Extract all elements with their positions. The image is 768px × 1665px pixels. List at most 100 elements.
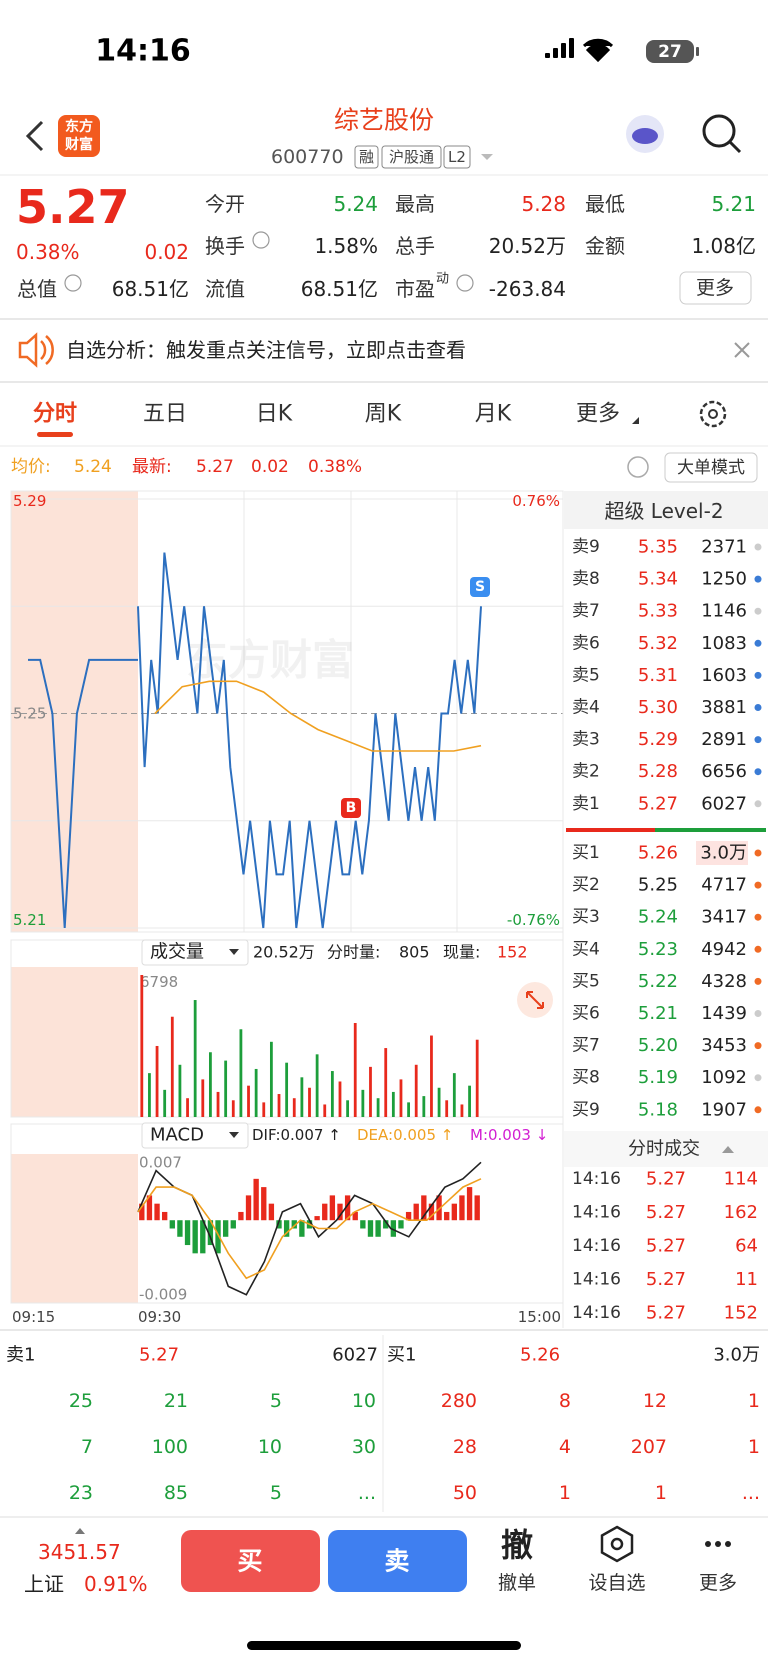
order-volume: 1439 bbox=[701, 1003, 747, 1024]
queue-order: 28 bbox=[453, 1436, 477, 1458]
order-level: 买2 bbox=[572, 875, 600, 895]
tab[interactable]: 更多 bbox=[576, 402, 620, 427]
trade-marker-label: S bbox=[475, 579, 485, 595]
trade-time: 14:16 bbox=[572, 1303, 621, 1323]
mode-button-text[interactable]: 大单模式 bbox=[677, 458, 745, 478]
tab-underline bbox=[37, 432, 73, 437]
notice-text[interactable]: 自选分析：触发重点关注信号，立即点击查看 bbox=[66, 338, 466, 362]
queue-order: 1 bbox=[559, 1482, 571, 1504]
indicator-select[interactable] bbox=[141, 1122, 249, 1149]
volume-bar bbox=[224, 1060, 228, 1117]
stat-label: 流值 bbox=[205, 277, 245, 301]
tab[interactable]: 月K bbox=[475, 402, 512, 427]
settings-icon[interactable] bbox=[699, 400, 727, 428]
volume-bar bbox=[148, 1073, 151, 1117]
more-button[interactable] bbox=[679, 271, 752, 305]
order-price: 5.25 bbox=[638, 875, 678, 896]
volume-bar bbox=[277, 1094, 281, 1117]
stat-label: 换手 bbox=[205, 234, 245, 258]
order-price: 5.29 bbox=[638, 729, 678, 750]
order-level: 卖5 bbox=[572, 665, 600, 685]
tab[interactable]: 分时 bbox=[33, 402, 77, 427]
mode-button[interactable] bbox=[664, 452, 758, 483]
queue-price: 5.27 bbox=[139, 1345, 179, 1366]
watch-text[interactable]: 设自选 bbox=[588, 1572, 645, 1594]
signal-bar bbox=[561, 43, 566, 58]
buy-button-text[interactable]: 买 bbox=[237, 1547, 262, 1576]
index-value[interactable]: 3451.57 bbox=[38, 1540, 121, 1564]
logo-text: 东方 bbox=[65, 118, 93, 135]
cancel-icon[interactable]: 撤 bbox=[501, 1526, 533, 1564]
more-text[interactable]: 更多 bbox=[699, 1572, 737, 1594]
last-change: 0.02 bbox=[251, 457, 289, 477]
macd-bar bbox=[177, 1220, 183, 1237]
y-tick-label: -0.009 bbox=[139, 1286, 187, 1304]
order-level: 买4 bbox=[572, 939, 600, 959]
buy-button[interactable] bbox=[181, 1530, 320, 1592]
macd-bar bbox=[421, 1195, 427, 1221]
cancel-text[interactable]: 撤单 bbox=[498, 1572, 536, 1594]
order-volume: 3417 bbox=[701, 907, 747, 928]
macd-bar bbox=[405, 1211, 412, 1221]
dea-line bbox=[137, 1178, 482, 1280]
macd-bar bbox=[314, 1216, 320, 1221]
help-icon[interactable] bbox=[627, 456, 649, 478]
volume-bar bbox=[308, 1087, 311, 1117]
stock-code: 600770 bbox=[271, 146, 344, 168]
notice-close[interactable] bbox=[734, 342, 750, 358]
volume-bar bbox=[209, 1052, 212, 1117]
order-dot bbox=[754, 1106, 762, 1114]
macd-bar bbox=[169, 1220, 175, 1229]
order-level: 卖3 bbox=[572, 730, 600, 750]
order-volume: 3881 bbox=[701, 697, 747, 718]
order-dot bbox=[754, 768, 762, 776]
order-level: 卖2 bbox=[572, 762, 600, 782]
volume-bar bbox=[369, 1066, 372, 1117]
trade-marker bbox=[470, 577, 490, 597]
sell-button[interactable] bbox=[328, 1530, 467, 1592]
back-button[interactable] bbox=[25, 120, 44, 152]
order-level: 买5 bbox=[572, 971, 600, 991]
tab[interactable]: 日K bbox=[256, 402, 293, 427]
volume-bar bbox=[155, 1045, 159, 1117]
order-level: 买1 bbox=[572, 843, 600, 863]
queue-price: 5.26 bbox=[520, 1345, 560, 1366]
tab[interactable]: 周K bbox=[365, 402, 402, 427]
watermark: 东方财富 bbox=[186, 636, 354, 685]
queue-order: 7 bbox=[81, 1436, 93, 1458]
volume-bar bbox=[452, 1073, 456, 1117]
pre-market-shade bbox=[11, 967, 138, 1117]
signal-bar bbox=[553, 48, 558, 58]
order-level: 卖4 bbox=[572, 698, 600, 718]
dea-label: DEA:0.005 ↑ bbox=[357, 1126, 453, 1144]
last-value: 5.27 bbox=[196, 457, 234, 477]
order-volume: 1092 bbox=[701, 1067, 747, 1088]
more-dot bbox=[715, 1541, 721, 1547]
index-arrow bbox=[75, 1528, 85, 1534]
level2-title: 超级 Level-2 bbox=[604, 499, 723, 523]
more-button-text[interactable]: 更多 bbox=[696, 277, 734, 299]
pre-market-shade bbox=[11, 1154, 138, 1303]
last-change-pct: 0.38% bbox=[308, 457, 362, 477]
macd-bar bbox=[451, 1203, 457, 1221]
order-price: 5.27 bbox=[638, 793, 678, 814]
tab[interactable]: 五日 bbox=[143, 402, 187, 427]
queue-order: 25 bbox=[69, 1390, 93, 1412]
search-icon[interactable] bbox=[702, 114, 736, 148]
watch-icon[interactable] bbox=[600, 1525, 634, 1563]
queue-order: 10 bbox=[352, 1390, 376, 1412]
badge: L2 bbox=[448, 148, 466, 166]
order-dot bbox=[754, 639, 762, 647]
pre-market-shade bbox=[11, 491, 138, 932]
current-volume: 152 bbox=[497, 943, 528, 962]
index-pct[interactable]: 0.91% bbox=[84, 1572, 148, 1596]
sell-button-text[interactable]: 卖 bbox=[384, 1547, 409, 1576]
queue-order: 1 bbox=[748, 1436, 760, 1458]
volume-bar bbox=[315, 1054, 319, 1117]
macd-bar bbox=[375, 1220, 381, 1237]
last-label: 最新: bbox=[132, 457, 172, 477]
queue-order: 207 bbox=[631, 1436, 667, 1458]
index-name[interactable]: 上证 bbox=[24, 1572, 64, 1596]
y-tick-label: 6798 bbox=[140, 973, 178, 991]
indicator-select[interactable] bbox=[141, 939, 249, 966]
